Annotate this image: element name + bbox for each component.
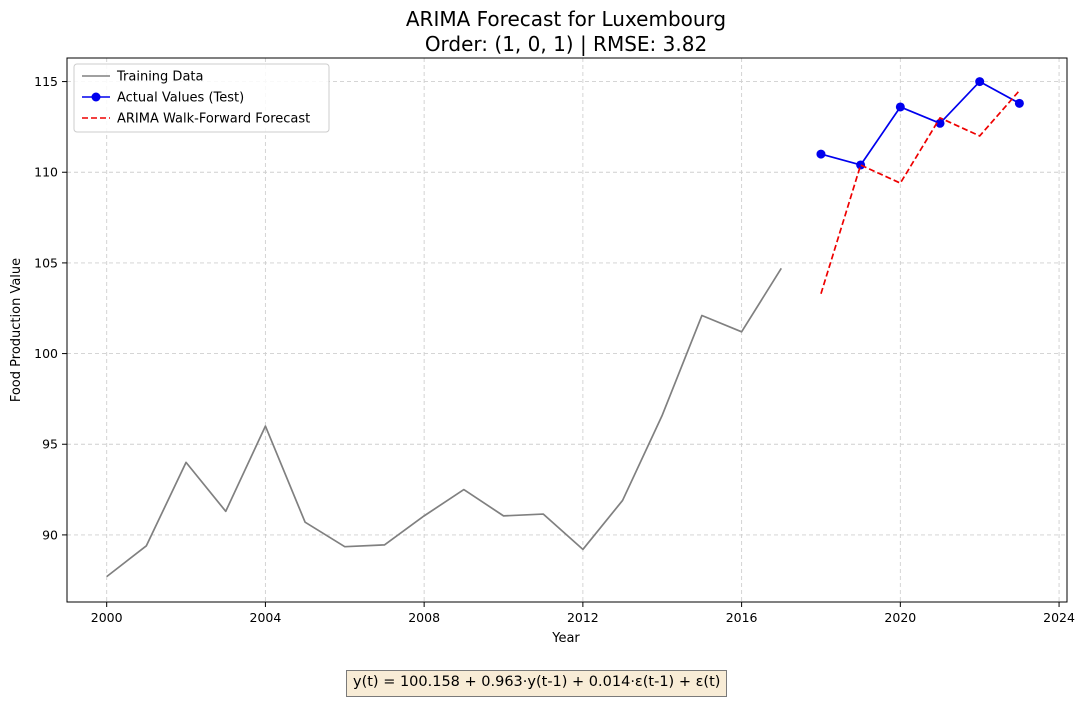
- y-tick-label: 115: [34, 74, 58, 89]
- x-tick-label: 2008: [408, 610, 440, 625]
- chart-title-line-2: Order: (1, 0, 1) | RMSE: 3.82: [425, 32, 707, 56]
- data-point-1-4: [975, 77, 985, 87]
- legend-marker-actual: [91, 92, 101, 102]
- data-point-1-3: [935, 118, 945, 128]
- y-tick-label: 90: [42, 527, 58, 542]
- data-point-1-1: [856, 160, 866, 170]
- x-tick-label: 2000: [91, 610, 123, 625]
- axes-frame: [66, 57, 1068, 603]
- legend-label-training: Training Data: [116, 70, 203, 85]
- grid-lines: [67, 58, 1067, 602]
- plot-border: [66, 57, 1068, 603]
- x-tick-label: 2016: [726, 610, 758, 625]
- plot-series: [106, 77, 1024, 578]
- series-line-0: [106, 267, 783, 578]
- legend-label-actual: Actual Values (Test): [117, 91, 244, 106]
- y-tick-label: 110: [34, 165, 58, 180]
- x-tick-label: 2004: [250, 610, 282, 625]
- y-axis-label: Food Production Value: [9, 258, 24, 402]
- y-tick-label: 100: [34, 346, 58, 361]
- legend-box: [73, 63, 330, 133]
- series-line-1: [820, 80, 1020, 166]
- axis-ticks: 2000 2004 2008 2012 2016 2020 2024 90 95 100 105 11…: [34, 74, 1075, 625]
- data-point-1-2: [895, 102, 905, 112]
- data-point-1-5: [1014, 98, 1024, 108]
- legend: Training Data Actual Values (Test) ARIMA…: [73, 63, 330, 133]
- x-axis-label: Year: [551, 631, 580, 646]
- model-equation-box: y(t) = 100.158 + 0.963·y(t-1) + 0.014·ε(…: [346, 670, 728, 697]
- y-tick-label: 105: [34, 255, 58, 270]
- legend-label-forecast: ARIMA Walk-Forward Forecast: [117, 112, 310, 127]
- x-tick-label: 2012: [567, 610, 599, 625]
- chart-title-line-1: ARIMA Forecast for Luxembourg: [406, 7, 726, 31]
- x-tick-label: 2020: [884, 610, 916, 625]
- series-line-2: [820, 90, 1021, 294]
- data-point-1-0: [816, 149, 826, 159]
- y-tick-label: 95: [42, 437, 58, 452]
- x-tick-label: 2024: [1043, 610, 1075, 625]
